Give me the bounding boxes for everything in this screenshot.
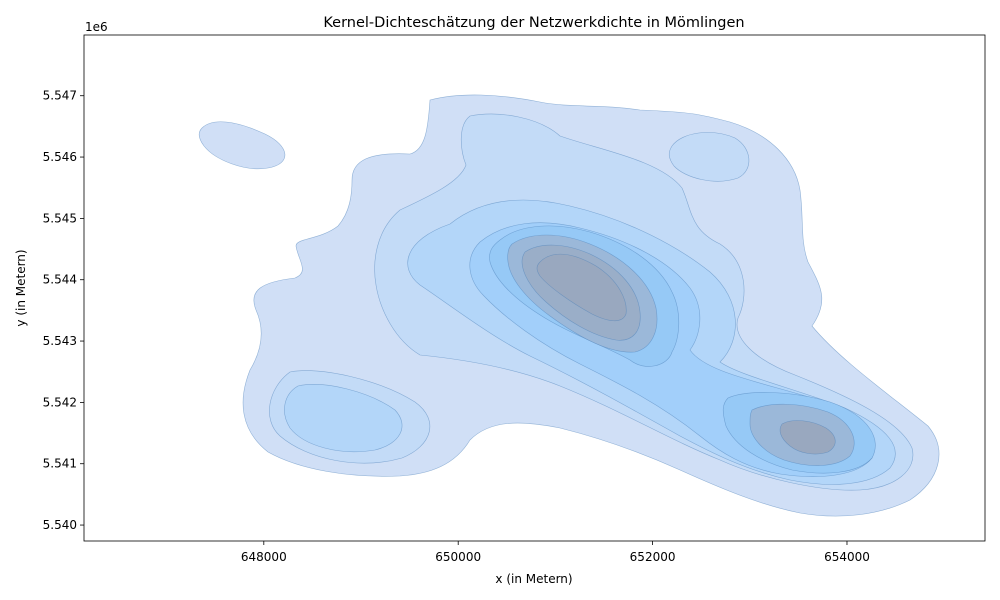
x-axis-label: x (in Metern)	[495, 572, 572, 586]
y-tick-label: 5.546	[43, 150, 77, 164]
kde-contour-plot	[198, 94, 940, 517]
x-tick-label: 648000	[241, 550, 287, 564]
y-axis-label: y (in Metern)	[14, 249, 28, 326]
x-tick-label: 652000	[630, 550, 676, 564]
x-tick-label: 654000	[824, 550, 870, 564]
y-tick-label: 5.543	[43, 334, 77, 348]
y-axis-ticks: 5.540 5.541 5.542 5.543 5.544 5.545 5.546 5.547	[43, 89, 84, 532]
y-tick-label: 5.544	[43, 273, 77, 287]
x-tick-label: 650000	[435, 550, 481, 564]
y-tick-label: 5.542	[43, 395, 77, 409]
chart-title: Kernel-Dichteschätzung der Netzwerkdicht…	[323, 15, 744, 31]
y-offset-label: 1e6	[85, 20, 108, 34]
y-tick-label: 5.545	[43, 211, 77, 225]
y-tick-label: 5.540	[43, 518, 77, 532]
y-tick-label: 5.541	[43, 457, 77, 471]
x-axis-ticks: 648000 650000 652000 654000	[241, 541, 870, 564]
plot-frame	[83, 34, 986, 542]
axes: 648000 650000 652000 654000 5.540 5.541 5.542…	[43, 34, 986, 564]
density-level-8	[536, 253, 836, 455]
y-tick-label: 5.547	[43, 89, 77, 103]
